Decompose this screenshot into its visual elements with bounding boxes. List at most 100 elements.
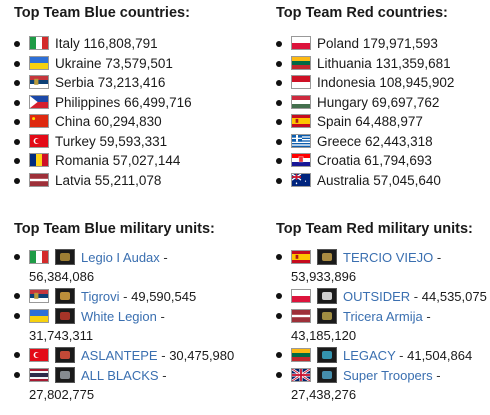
country-name: Latvia xyxy=(55,172,92,188)
country-name: Romania xyxy=(55,153,110,168)
poland-flag-icon xyxy=(291,36,311,50)
country-value: 62,443,318 xyxy=(365,133,433,149)
country-name: Croatia xyxy=(317,153,361,168)
separator: - xyxy=(426,309,431,324)
unit-link[interactable]: LEGACY xyxy=(343,348,396,363)
croatia-flag-icon xyxy=(291,153,311,167)
unit-emblem-icon xyxy=(55,288,75,304)
unit-value: 27,802,775 xyxy=(29,387,95,402)
country-name: Australia xyxy=(317,172,370,188)
unit-emblem-icon xyxy=(317,308,337,324)
unit-emblem-icon xyxy=(55,367,75,383)
country-value: 66,499,716 xyxy=(124,94,192,110)
bullet xyxy=(14,352,20,358)
latvia-flag-icon xyxy=(291,309,311,323)
country-value: 59,593,331 xyxy=(99,133,168,149)
bullet xyxy=(276,80,282,86)
unit-emblem-icon xyxy=(317,288,337,304)
spain-flag-icon xyxy=(291,114,311,128)
unit-value: 27,438,276 xyxy=(291,387,357,402)
country-value: 73,213,416 xyxy=(97,75,166,90)
list-item: Turkey 59,593,331 xyxy=(14,132,264,152)
list-item: OUTSIDER - 44,535,075 xyxy=(276,287,490,306)
red-units-title: Top Team Red military units: xyxy=(276,221,473,237)
unit-link[interactable]: White Legion xyxy=(81,309,157,324)
unit-link[interactable]: OUTSIDER xyxy=(343,289,411,304)
bullet xyxy=(276,158,282,164)
lithuania-flag-icon xyxy=(291,348,311,362)
unit-link[interactable]: Tigrovi xyxy=(81,289,120,304)
red-countries-title: Top Team Red countries: xyxy=(276,5,448,21)
romania-flag-icon xyxy=(29,153,49,167)
separator: - xyxy=(436,368,441,383)
list-item: Legio I Audax - 56,384,086 xyxy=(14,248,264,286)
greece-flag-icon xyxy=(291,133,311,148)
list-item: Romania 57,027,144 xyxy=(14,151,264,171)
country-name: Greece xyxy=(317,133,362,149)
turkey-flag-icon xyxy=(29,133,49,148)
australia-flag-icon xyxy=(291,172,311,187)
unit-link[interactable]: Tricera Armija xyxy=(343,309,423,324)
unit-link[interactable]: ALL BLACKS xyxy=(81,368,159,383)
country-value: 116,808,791 xyxy=(83,36,158,51)
unit-value: 41,504,864 xyxy=(407,348,473,363)
unit-link[interactable]: Legio I Audax xyxy=(81,250,160,265)
bullet xyxy=(276,41,282,47)
unit-link[interactable]: ASLANTEPE xyxy=(81,348,158,363)
list-item: Spain 64,488,977 xyxy=(276,112,490,132)
country-value: 57,027,144 xyxy=(112,153,181,168)
unit-emblem-icon xyxy=(317,249,337,265)
bullet xyxy=(276,352,282,358)
unit-emblem-icon xyxy=(317,367,337,383)
red-countries-section: Top Team Red countries: Poland 179,971,5… xyxy=(276,4,490,190)
indonesia-flag-icon xyxy=(291,75,311,89)
unit-value: 56,384,086 xyxy=(29,269,95,284)
separator: - xyxy=(160,309,165,324)
red-units-section: Top Team Red military units: TERCIO VIEJ… xyxy=(276,220,490,405)
blue-countries-title: Top Team Blue countries: xyxy=(14,5,190,21)
unit-value: 31,743,311 xyxy=(29,328,94,343)
unit-value: 43,185,120 xyxy=(291,328,357,343)
separator: - xyxy=(162,368,167,383)
country-name: Hungary xyxy=(317,94,369,110)
hungary-flag-icon xyxy=(291,94,311,109)
country-value: 73,579,501 xyxy=(105,55,173,71)
bullet xyxy=(276,293,282,299)
bullet xyxy=(14,372,20,378)
list-item: Ukraine 73,579,501 xyxy=(14,54,264,74)
unit-value: 30,475,980 xyxy=(169,348,235,363)
list-item: Croatia 61,794,693 xyxy=(276,151,490,171)
china-flag-icon xyxy=(29,114,49,128)
country-value: 55,211,078 xyxy=(94,172,162,188)
unit-link[interactable]: Super Troopers xyxy=(343,368,433,383)
bullet xyxy=(14,293,20,299)
bullet xyxy=(14,177,20,184)
bullet xyxy=(276,372,282,378)
unit-emblem-icon xyxy=(317,347,337,363)
list-item: China 60,294,830 xyxy=(14,112,264,132)
country-value: 131,359,681 xyxy=(375,55,451,71)
list-item: Indonesia 108,945,902 xyxy=(276,73,490,93)
list-item: Greece 62,443,318 xyxy=(276,132,490,152)
separator: - xyxy=(436,250,442,265)
separator: - xyxy=(123,289,128,304)
bullet xyxy=(14,254,20,260)
unit-emblem-icon xyxy=(55,308,75,324)
separator: - xyxy=(161,348,166,363)
list-item: Italy 116,808,791 xyxy=(14,34,264,54)
unit-value: 49,590,545 xyxy=(131,289,197,304)
list-item: Tigrovi - 49,590,545 xyxy=(14,287,264,306)
uk-flag-icon xyxy=(291,368,311,382)
bullet xyxy=(276,60,282,67)
list-item: TERCIO VIEJO - 53,933,896 xyxy=(276,248,490,286)
country-value: 60,294,830 xyxy=(94,114,162,129)
bullet xyxy=(14,119,20,125)
country-name: Lithuania xyxy=(317,55,372,71)
list-item: Poland 179,971,593 xyxy=(276,34,490,54)
unit-link[interactable]: TERCIO VIEJO xyxy=(343,250,434,265)
ukraine-flag-icon xyxy=(29,309,49,323)
country-value: 69,697,762 xyxy=(371,94,440,110)
list-item: Australia 57,045,640 xyxy=(276,171,490,191)
separator: - xyxy=(163,250,168,265)
list-item: Lithuania 131,359,681 xyxy=(276,54,490,74)
